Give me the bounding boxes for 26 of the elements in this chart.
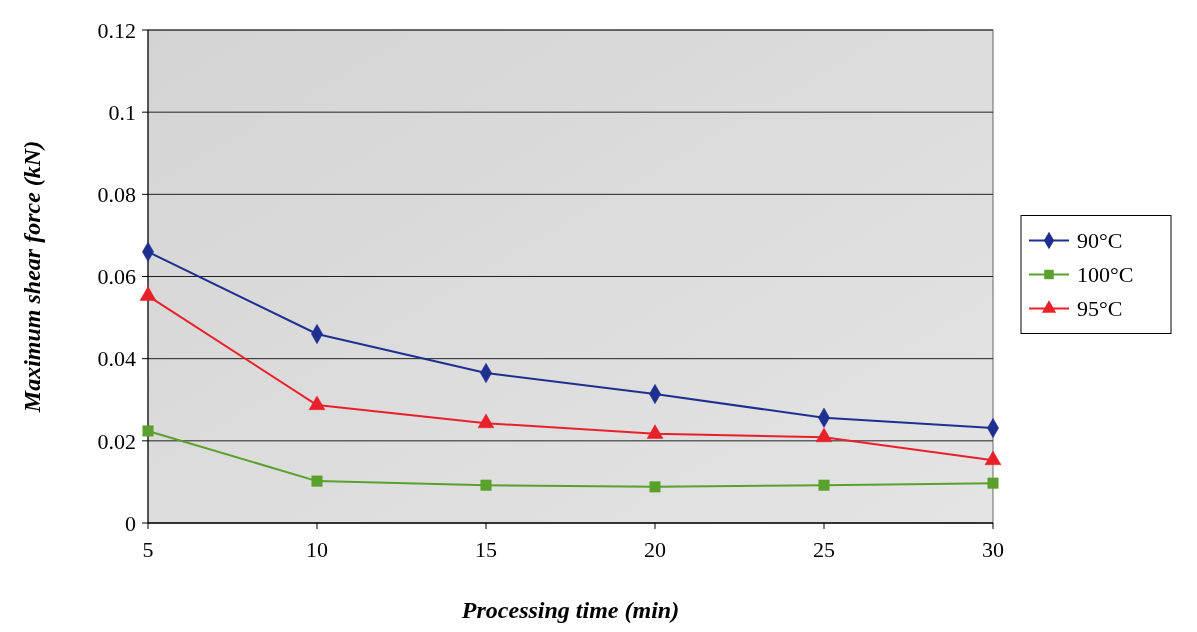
legend-label: 95°C xyxy=(1077,296,1123,322)
legend-label: 90°C xyxy=(1077,228,1123,254)
x-tick-label: 20 xyxy=(644,537,666,562)
y-tick-label: 0.1 xyxy=(108,99,136,125)
point xyxy=(649,481,661,493)
point xyxy=(480,479,492,491)
y-tick-label: 0 xyxy=(125,510,136,536)
y-tick-label: 0.02 xyxy=(97,428,136,454)
y-tick-label: 0.08 xyxy=(97,182,136,208)
point xyxy=(311,475,323,487)
x-tick-label: 15 xyxy=(475,537,497,562)
x-tick-label: 5 xyxy=(142,537,154,562)
legend-label: 100°C xyxy=(1077,262,1134,288)
point xyxy=(818,479,830,491)
y-tick-label: 0.04 xyxy=(97,346,136,372)
y-tick-label: 0.12 xyxy=(97,17,136,43)
x-tick-label: 10 xyxy=(306,537,328,562)
point xyxy=(139,286,157,301)
point xyxy=(987,477,999,489)
y-axis-title: Maximum shear force (kN) xyxy=(19,140,45,414)
x-tick-label: 30 xyxy=(982,537,1004,562)
x-axis-title: Processing time (min) xyxy=(460,597,680,623)
y-tick-label: 0.06 xyxy=(97,264,136,290)
point xyxy=(142,425,154,437)
x-tick-label: 25 xyxy=(813,537,835,562)
point xyxy=(477,413,495,429)
